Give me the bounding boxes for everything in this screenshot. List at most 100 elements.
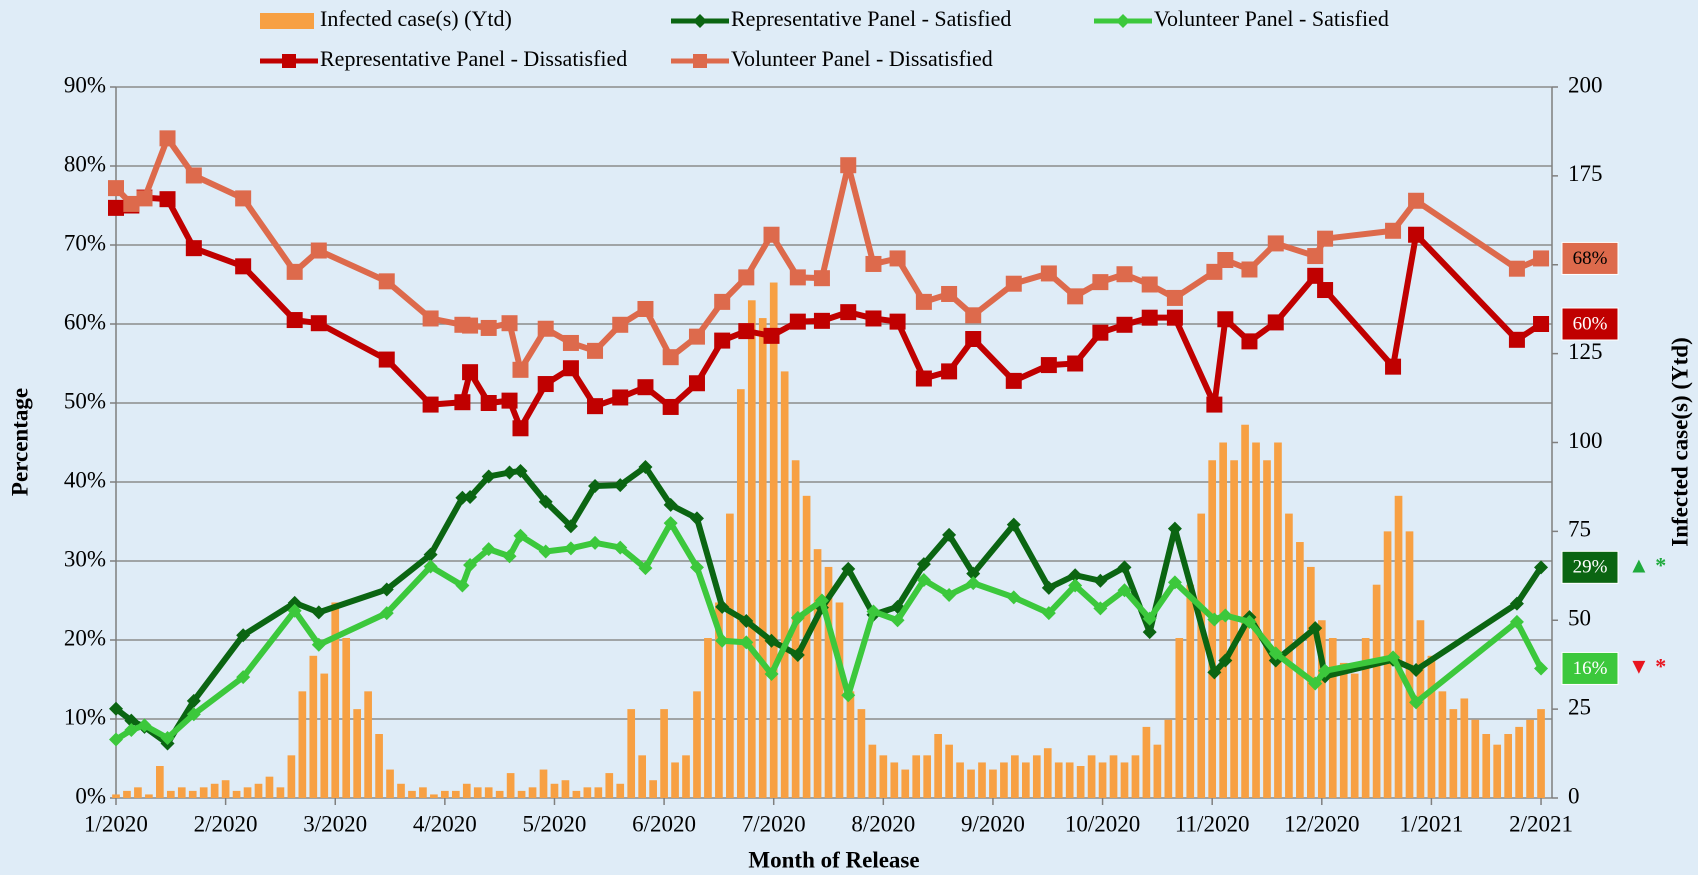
line-marker xyxy=(501,392,518,409)
bar xyxy=(1394,495,1403,798)
line-marker xyxy=(462,317,479,334)
x-tick-label: 4/2020 xyxy=(413,811,477,836)
line-marker xyxy=(124,723,139,738)
bar xyxy=(298,691,307,798)
x-tick-label: 5/2020 xyxy=(523,811,587,836)
line-marker xyxy=(1385,222,1402,239)
line-marker xyxy=(1408,192,1425,209)
line-marker xyxy=(480,395,497,411)
bar xyxy=(1482,734,1491,798)
bar xyxy=(956,762,964,798)
line-marker xyxy=(1206,396,1223,413)
line-marker xyxy=(688,375,705,392)
bar xyxy=(736,389,745,798)
legend-marker xyxy=(1116,14,1130,28)
bar xyxy=(605,773,614,798)
line-marker xyxy=(159,191,176,208)
y-tick-label: 0% xyxy=(75,783,106,808)
bar xyxy=(824,566,833,798)
line-marker xyxy=(1116,316,1133,333)
y2-tick-label: 200 xyxy=(1568,72,1603,97)
line-marker xyxy=(455,578,470,593)
line-marker xyxy=(789,269,806,286)
bar xyxy=(649,780,657,798)
bar xyxy=(1087,755,1096,798)
bar xyxy=(430,794,438,798)
line-marker xyxy=(1308,621,1323,636)
bar xyxy=(1274,442,1282,798)
end-label-box xyxy=(1561,241,1619,275)
bar xyxy=(221,780,230,798)
bar xyxy=(704,638,712,798)
line-marker xyxy=(613,540,628,555)
line-marker xyxy=(764,666,779,681)
bar xyxy=(989,769,997,798)
x-tick-label: 1/2021 xyxy=(1399,811,1463,836)
line-marker xyxy=(739,614,754,629)
legend-label: Volunteer Panel - Satisfied xyxy=(1154,6,1389,31)
bar xyxy=(1537,709,1545,798)
bar xyxy=(978,762,986,798)
line-marker xyxy=(1116,266,1133,283)
legend-label: Volunteer Panel - Dissatisfied xyxy=(731,46,993,71)
line-marker xyxy=(287,595,302,610)
bar xyxy=(210,783,219,798)
bar xyxy=(1361,638,1370,798)
line-marker xyxy=(841,688,856,703)
y2-tick-label: 0 xyxy=(1568,783,1580,808)
bar xyxy=(671,762,679,798)
bar xyxy=(868,744,877,798)
line-marker xyxy=(942,527,957,542)
line-marker xyxy=(462,364,479,381)
y-tick-label: 40% xyxy=(64,467,106,492)
line-marker xyxy=(379,606,394,621)
legend-marker xyxy=(693,54,707,68)
line-marker xyxy=(480,319,497,336)
y-tick-label: 90% xyxy=(64,72,106,97)
x-tick-label: 2/2021 xyxy=(1509,811,1573,836)
line-marker xyxy=(311,605,326,620)
line-marker xyxy=(287,603,302,618)
line-marker xyxy=(537,376,554,393)
line-marker xyxy=(1093,573,1108,588)
line-marker xyxy=(1267,314,1284,331)
bar xyxy=(1032,755,1041,798)
line-marker xyxy=(840,304,857,321)
line-marker xyxy=(638,459,653,474)
line-marker xyxy=(714,332,731,349)
y2-axis-title: Infected case(s) (Ytd) xyxy=(1667,337,1692,547)
bar xyxy=(1427,655,1436,798)
y2-tick-label: 75 xyxy=(1568,517,1591,542)
line-marker xyxy=(1093,601,1108,616)
bar xyxy=(561,780,570,798)
line-marker xyxy=(538,544,553,559)
line-marker xyxy=(1408,226,1425,243)
bar xyxy=(397,783,405,798)
line-marker xyxy=(663,497,678,512)
line-marker xyxy=(1241,261,1258,278)
line-marker xyxy=(1307,248,1324,265)
bar xyxy=(1000,762,1008,798)
trend-marker: ▲ * xyxy=(1628,552,1666,577)
bar xyxy=(375,734,383,798)
line-marker xyxy=(136,190,153,207)
x-tick-label: 10/2020 xyxy=(1065,811,1140,836)
bar xyxy=(473,787,482,798)
bar xyxy=(835,602,844,798)
line-marker xyxy=(1268,646,1283,661)
line-marker xyxy=(840,157,857,174)
y-tick-label: 70% xyxy=(64,230,106,255)
line-marker xyxy=(512,420,529,437)
bar xyxy=(1460,698,1469,798)
line-marker xyxy=(790,610,805,625)
bar xyxy=(462,783,471,798)
line-marker xyxy=(662,349,679,366)
line-marker xyxy=(311,637,326,652)
line-marker xyxy=(637,379,654,396)
line-marker xyxy=(1534,560,1549,575)
line-marker xyxy=(689,511,704,526)
bar xyxy=(758,318,767,798)
line-marker xyxy=(1166,289,1183,306)
bar xyxy=(1438,691,1447,798)
